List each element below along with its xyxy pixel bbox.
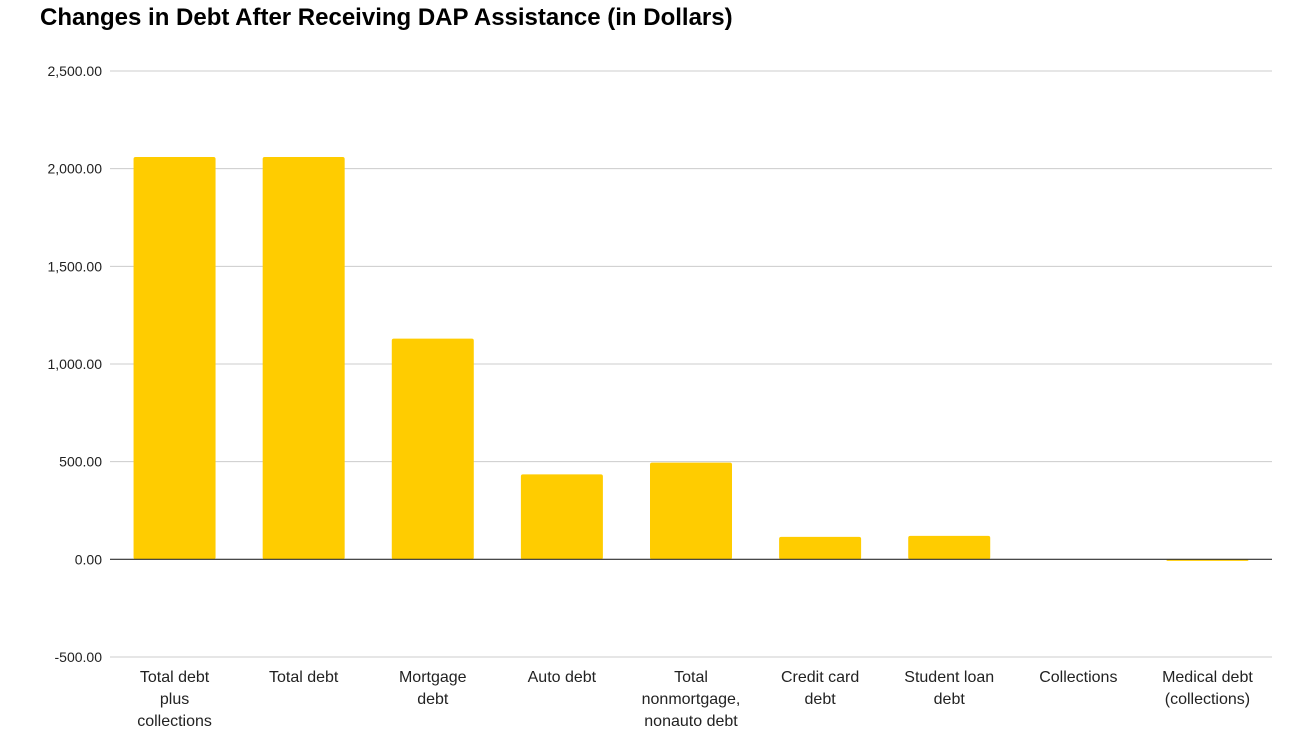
bar: [262, 156, 345, 560]
y-tick-label: 1,500.00: [48, 258, 103, 274]
bars: [133, 156, 1249, 561]
y-tick-label: 2,500.00: [48, 63, 103, 79]
chart-title: Changes in Debt After Receiving DAP Assi…: [40, 4, 733, 31]
x-tick-label: Student loan debt: [904, 669, 994, 708]
x-tick-label: Collections: [1039, 669, 1117, 686]
x-tick-label: Credit card debt: [781, 669, 859, 708]
y-axis-tick-labels: 2,500.00 2,000.00 1,500.00 1,000.00 500.00 0.…: [48, 63, 103, 665]
y-tick-label: 2,000.00: [48, 161, 103, 177]
y-tick-label: 0.00: [75, 551, 102, 567]
x-axis-tick-labels: Total debt plus collections Total debt Mortg…: [137, 669, 1253, 730]
x-tick-label: Total debt plus collections: [137, 669, 212, 730]
x-tick-label: Total debt: [269, 669, 339, 686]
bar: [908, 535, 991, 560]
x-tick-label: Auto debt: [528, 669, 597, 686]
bar: [520, 474, 603, 560]
x-tick-label: Medical debt (collections): [1162, 669, 1253, 708]
y-tick-label: 500.00: [59, 454, 102, 470]
bar: [779, 536, 862, 560]
x-tick-label: Total nonmortgage, nonauto debt: [642, 669, 741, 730]
bar: [133, 156, 216, 560]
bar: [650, 462, 732, 560]
y-tick-label: -500.00: [55, 649, 103, 665]
bar: [391, 338, 474, 560]
x-tick-label: Mortgage debt: [399, 669, 467, 708]
y-tick-label: 1,000.00: [48, 356, 103, 372]
